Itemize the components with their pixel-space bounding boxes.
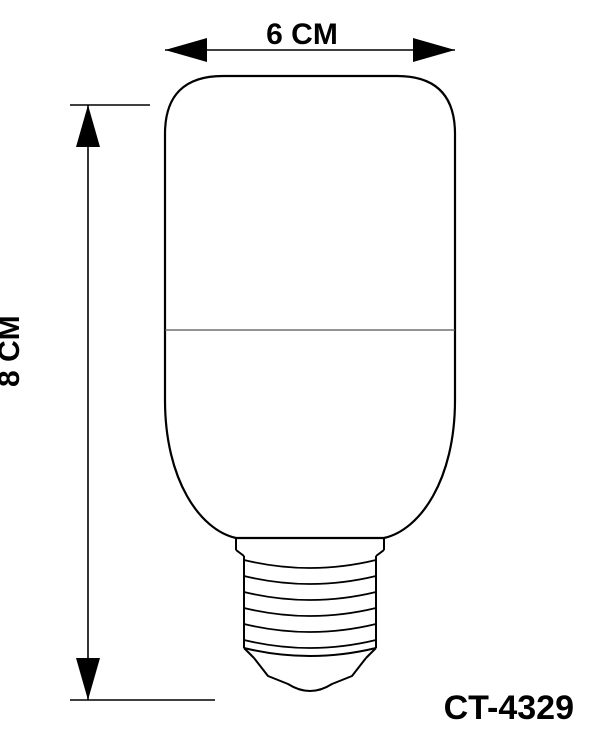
technical-diagram: 6 CM 8 CM CT-4329 (0, 0, 604, 750)
screw-base (244, 556, 376, 648)
base-tip (244, 648, 376, 691)
bulb-outline (165, 76, 455, 538)
height-dimension-line (70, 105, 215, 700)
bulb-collar (236, 538, 384, 556)
screw-threads (244, 560, 376, 648)
bulb-svg (0, 0, 604, 750)
width-dimension-line (165, 38, 455, 62)
